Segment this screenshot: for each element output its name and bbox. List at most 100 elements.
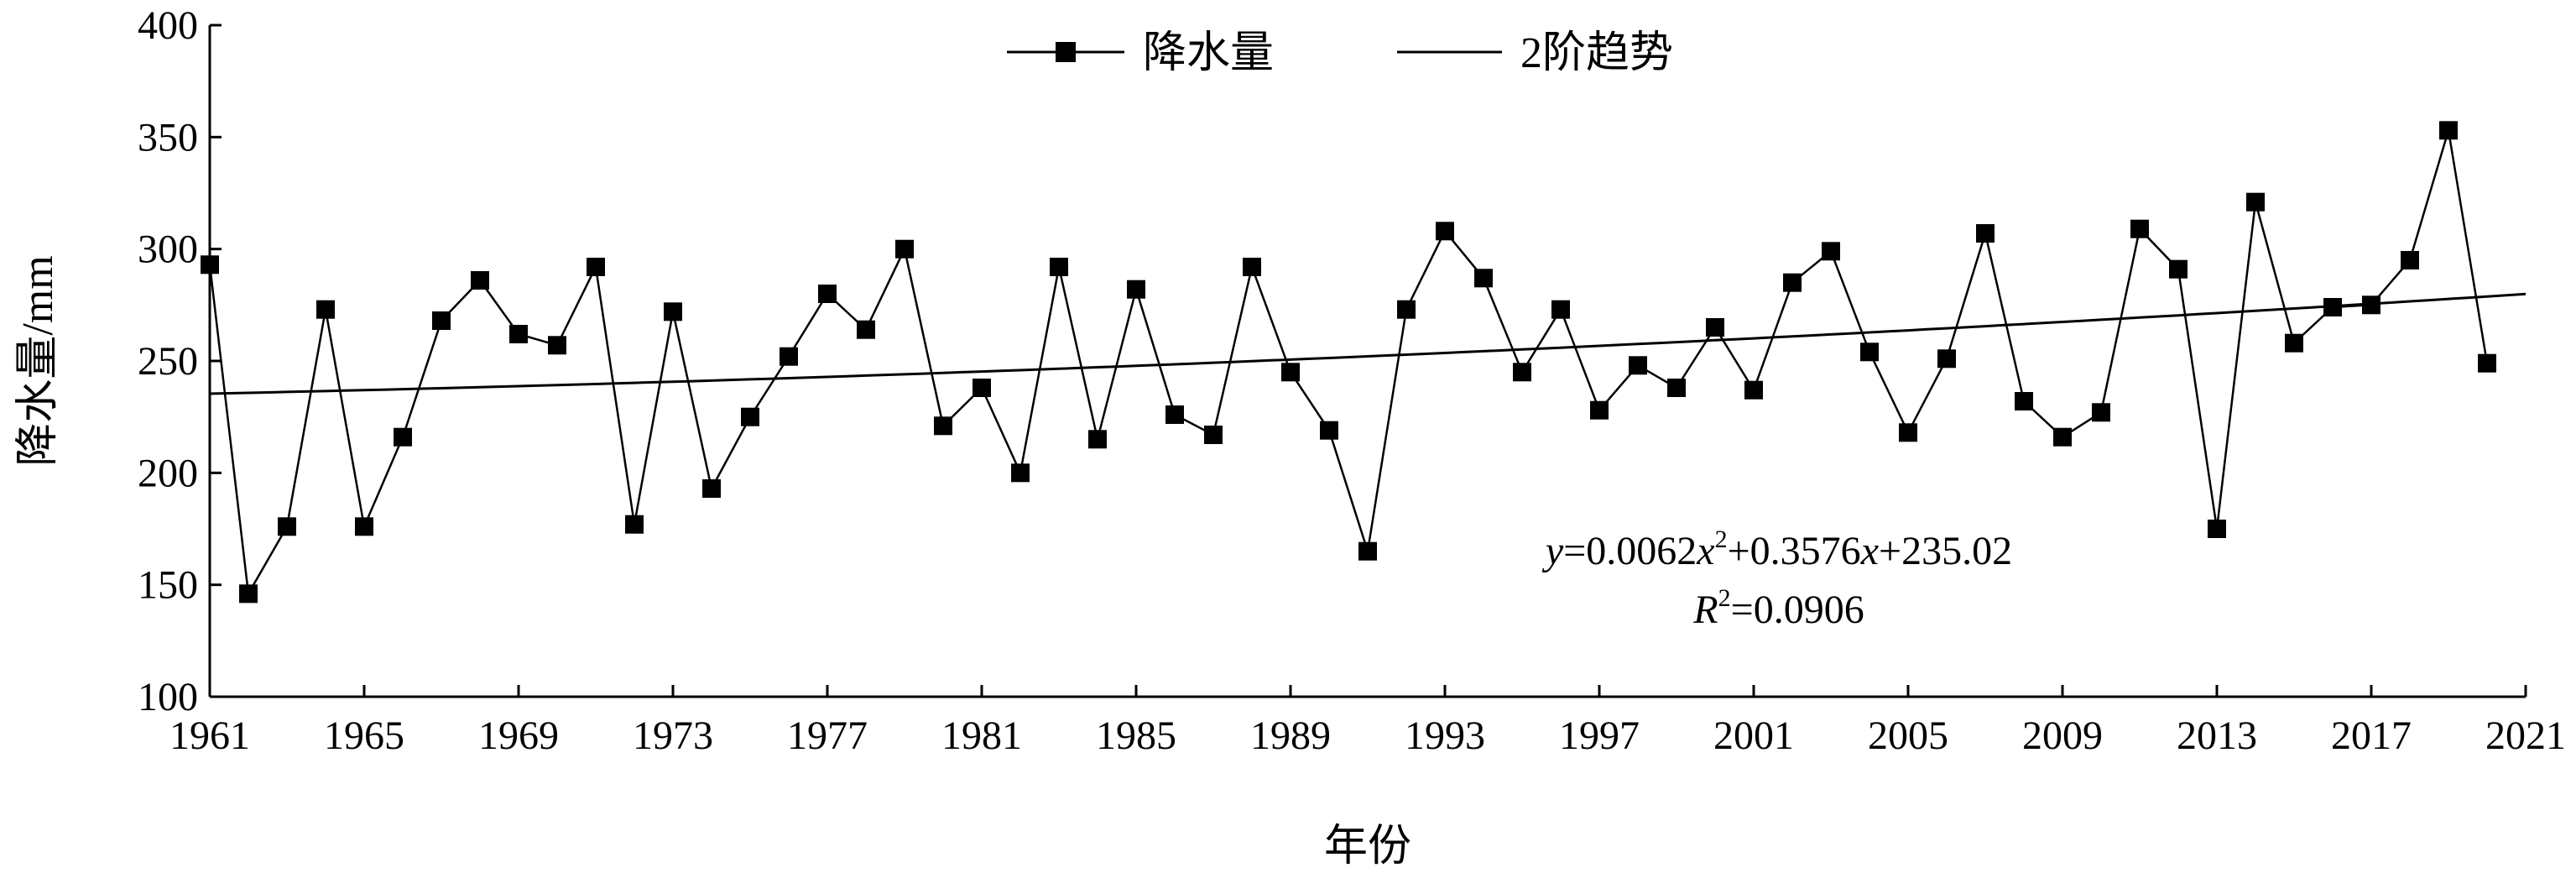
x-tick-label: 1989 xyxy=(1250,714,1331,758)
data-point-2007 xyxy=(1976,224,1995,243)
data-point-2005 xyxy=(1899,423,1917,442)
data-point-2012 xyxy=(2169,259,2188,279)
data-point-1976 xyxy=(780,347,798,366)
data-point-2006 xyxy=(1937,349,1956,369)
data-point-1982 xyxy=(1011,463,1030,483)
data-point-2001 xyxy=(1744,380,1763,400)
data-point-2002 xyxy=(1783,273,1802,292)
data-point-1996 xyxy=(1551,300,1570,319)
data-point-1985 xyxy=(1127,280,1145,299)
data-point-1998 xyxy=(1629,356,1647,375)
data-point-1962 xyxy=(239,584,258,604)
data-point-1987 xyxy=(1204,426,1223,444)
data-point-1971 xyxy=(587,258,605,276)
data-point-1970 xyxy=(548,336,566,355)
x-tick-label: 2009 xyxy=(2022,714,2103,758)
data-point-2016 xyxy=(2323,298,2342,316)
data-point-1965 xyxy=(355,517,373,536)
x-tick-label: 1977 xyxy=(787,714,868,758)
x-ticks: 1961 1965 1969 1973 1977 1981 1985 1989 1993 1997… xyxy=(169,685,2566,758)
x-tick-label: 2021 xyxy=(2485,714,2566,758)
trend-equation: y=0.0062x2+0.3576x+235.02 R2=0.0906 xyxy=(1541,525,2012,632)
x-tick-label: 1961 xyxy=(169,714,250,758)
data-point-1986 xyxy=(1165,405,1184,424)
data-point-1977 xyxy=(818,285,837,303)
data-point-1978 xyxy=(857,320,875,339)
data-point-1975 xyxy=(741,407,759,426)
x-tick-label: 1973 xyxy=(633,714,713,758)
data-point-1984 xyxy=(1088,430,1107,449)
data-point-1966 xyxy=(394,427,412,447)
x-tick-label: 2005 xyxy=(1868,714,1948,758)
x-tick-label: 2013 xyxy=(2177,714,2257,758)
y-tick-label: 350 xyxy=(138,115,198,159)
legend-item-trend: 2阶趋势 xyxy=(1397,29,1673,77)
data-point-1973 xyxy=(664,302,682,321)
data-point-1989 xyxy=(1281,363,1300,382)
axes xyxy=(208,25,2526,698)
y-axis-title: 降水量/mm xyxy=(14,255,62,466)
data-point-1997 xyxy=(1590,400,1609,420)
data-point-1980 xyxy=(934,416,952,436)
data-point-2008 xyxy=(2015,392,2033,410)
data-point-1961 xyxy=(201,255,219,274)
data-point-2013 xyxy=(2208,520,2226,538)
data-point-1990 xyxy=(1320,421,1338,440)
x-tick-label: 1965 xyxy=(324,714,404,758)
data-point-1967 xyxy=(432,311,451,330)
data-point-2019 xyxy=(2439,121,2458,140)
x-tick-label: 2001 xyxy=(1713,714,1794,758)
data-point-1994 xyxy=(1474,269,1493,288)
data-point-2014 xyxy=(2246,192,2265,212)
data-point-2015 xyxy=(2285,333,2303,353)
y-ticks: 100 150 200 250 300 350 400 xyxy=(138,3,222,719)
data-point-1974 xyxy=(702,479,721,498)
y-tick-label: 100 xyxy=(138,675,198,719)
data-point-2010 xyxy=(2092,403,2110,422)
data-point-1972 xyxy=(625,515,644,534)
x-tick-label: 1981 xyxy=(941,714,1022,758)
y-tick-label: 400 xyxy=(138,3,198,48)
data-point-1979 xyxy=(895,239,914,259)
data-point-2004 xyxy=(1860,342,1879,362)
trend-line xyxy=(209,292,2526,395)
data-point-2011 xyxy=(2130,219,2149,238)
data-point-1995 xyxy=(1513,363,1531,382)
data-point-1963 xyxy=(278,517,296,536)
x-tick-label: 1993 xyxy=(1405,714,1485,758)
precipitation-markers xyxy=(201,121,2496,604)
legend-precipitation-marker xyxy=(1056,42,1076,62)
data-point-2003 xyxy=(1822,242,1840,261)
data-point-1999 xyxy=(1667,379,1686,397)
data-point-2018 xyxy=(2401,251,2419,269)
data-point-1964 xyxy=(316,300,335,319)
data-point-1991 xyxy=(1358,541,1377,561)
data-point-2020 xyxy=(2478,353,2496,373)
data-point-1983 xyxy=(1050,258,1068,276)
x-tick-label: 1985 xyxy=(1096,714,1176,758)
y-tick-label: 150 xyxy=(138,563,198,608)
data-point-1969 xyxy=(509,325,528,343)
data-point-1993 xyxy=(1436,222,1454,241)
y-tick-label: 200 xyxy=(138,451,198,495)
equation-text: y=0.0062x2+0.3576x+235.02 xyxy=(1541,525,2012,573)
data-point-1988 xyxy=(1243,258,1261,276)
x-tick-label: 1997 xyxy=(1559,714,1640,758)
r-squared-text: R2=0.0906 xyxy=(1692,584,1864,632)
y-tick-label: 300 xyxy=(138,227,198,272)
precipitation-line xyxy=(208,129,2489,598)
legend-precipitation-label: 降水量 xyxy=(1143,29,1274,77)
data-point-2000 xyxy=(1706,318,1724,337)
data-point-2009 xyxy=(2053,427,2072,447)
legend: 降水量 2阶趋势 xyxy=(1007,29,1673,77)
x-tick-label: 1969 xyxy=(478,714,559,758)
data-point-1968 xyxy=(471,271,489,290)
data-point-1981 xyxy=(973,379,991,397)
legend-item-precipitation: 降水量 xyxy=(1007,29,1274,77)
x-tick-label: 2017 xyxy=(2331,714,2412,758)
legend-trend-label: 2阶趋势 xyxy=(1520,29,1673,77)
y-tick-label: 250 xyxy=(138,339,198,384)
data-point-1992 xyxy=(1397,300,1416,319)
data-point-2017 xyxy=(2362,295,2380,315)
